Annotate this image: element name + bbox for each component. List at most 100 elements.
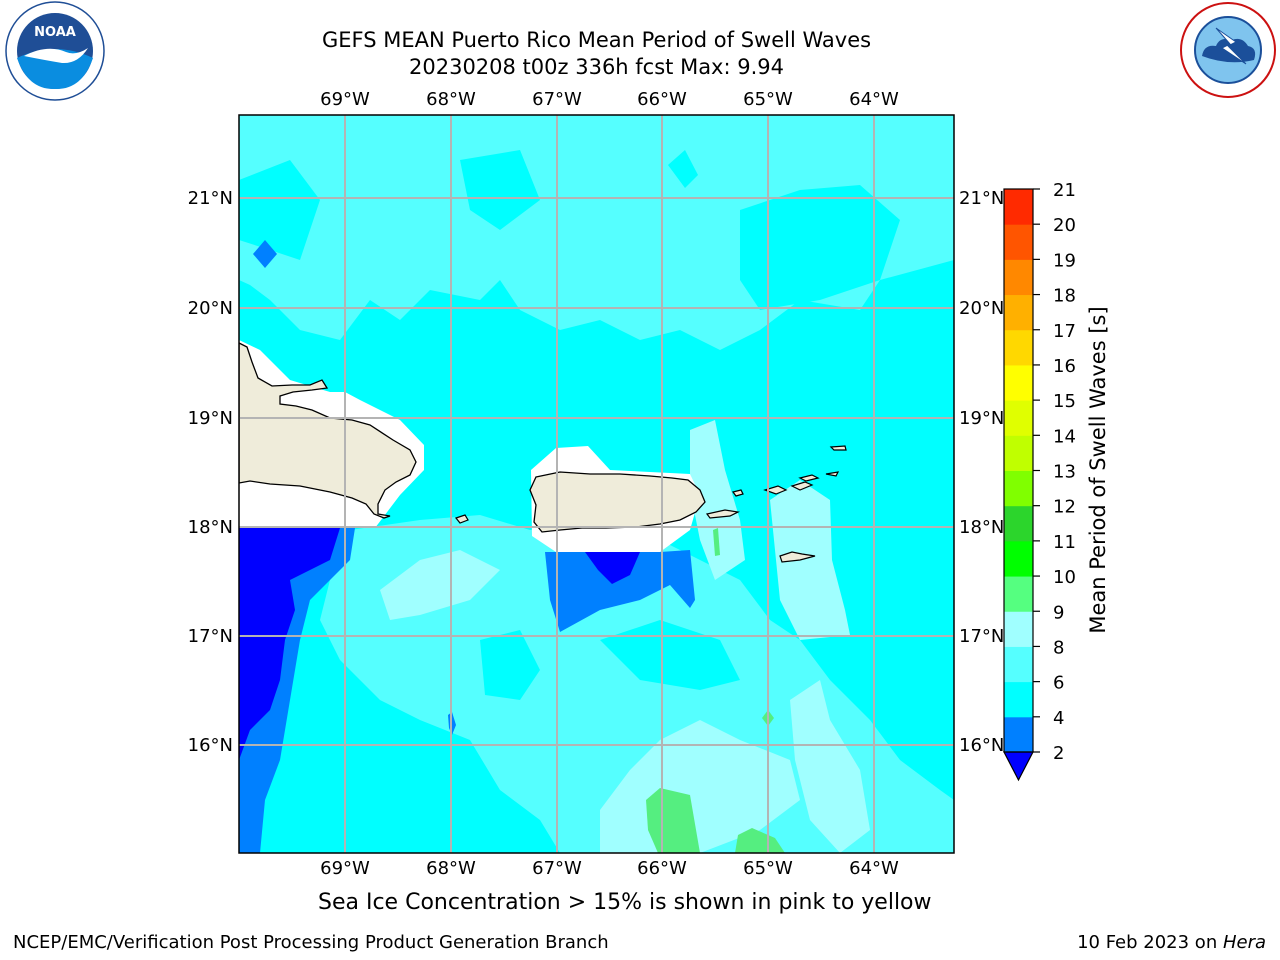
colorbar-tick-label: 14	[1053, 426, 1076, 447]
lon-label-top: 67°W	[532, 89, 582, 110]
lon-label-top: 69°W	[320, 89, 370, 110]
colorbar-segment	[1004, 294, 1033, 331]
lat-label-right: 19°N	[959, 408, 1004, 429]
tortola-land	[798, 474, 820, 482]
contour-fill-4-6	[239, 160, 320, 260]
colorbar-segment	[1004, 611, 1033, 647]
lat-label-right: 17°N	[959, 626, 1004, 647]
contour-fill-8-9	[690, 420, 745, 580]
contour-fill-8-9	[770, 480, 850, 640]
contour-fill-4-6	[460, 150, 540, 230]
contour-fill-4-6	[600, 620, 740, 690]
contour-fill-4-6	[740, 185, 900, 310]
lon-label-bottom: 67°W	[532, 858, 582, 879]
contour-fill-9-10	[646, 788, 700, 853]
colorbar-segment	[1004, 470, 1033, 507]
colorbar-segment	[1004, 646, 1033, 683]
lat-label-right: 21°N	[959, 188, 1004, 209]
colorbar-tick-label: 19	[1053, 250, 1076, 271]
colorbar-tick-label: 15	[1053, 391, 1076, 412]
nws-logo-icon	[1180, 2, 1276, 98]
lat-label-left: 17°N	[188, 626, 233, 647]
hispaniola-land	[239, 342, 417, 519]
graticule	[239, 115, 954, 853]
lon-label-top: 68°W	[426, 89, 476, 110]
virgin-gorda-land	[825, 471, 840, 477]
contour-fill-8-9	[380, 550, 500, 620]
colorbar-tick-label: 4	[1053, 708, 1064, 729]
sea-ice-note: Sea Ice Concentration > 15% is shown in …	[318, 890, 932, 915]
colorbar-tick-label: 2	[1053, 743, 1064, 764]
colorbar-segment	[1004, 364, 1033, 401]
colorbar-segment	[1004, 435, 1033, 471]
colorbar-segment	[1004, 189, 1033, 225]
contour-fill-4-6	[820, 540, 954, 660]
colorbar-tick-label: 10	[1053, 567, 1076, 588]
contour-fill-9-10	[713, 528, 720, 556]
lat-label-right: 20°N	[959, 298, 1004, 319]
st-thomas-land	[763, 485, 788, 495]
lon-label-bottom: 66°W	[637, 858, 687, 879]
st-john-land	[790, 481, 814, 491]
contour-fill-lt2	[585, 552, 640, 584]
plot-area	[239, 115, 954, 853]
lon-label-bottom: 69°W	[320, 858, 370, 879]
colorbar-tick-label: 9	[1053, 602, 1064, 623]
colorbar-segment	[1004, 400, 1033, 436]
colorbar-segment	[1004, 576, 1033, 612]
lon-label-bottom: 64°W	[849, 858, 899, 879]
lat-label-right: 18°N	[959, 517, 1004, 538]
svg-text:NOAA: NOAA	[34, 25, 76, 40]
colorbar-segment	[1004, 224, 1033, 260]
contour-fill-lt2	[239, 528, 340, 760]
lat-label-left: 19°N	[188, 408, 233, 429]
contour-fill-6-8	[320, 515, 954, 853]
contour-fill-4-6	[668, 150, 698, 188]
colorbar-segment	[1004, 505, 1033, 542]
colorbar-label: Mean Period of Swell Waves [s]	[1086, 306, 1110, 633]
colorbar-tick-label: 12	[1053, 497, 1076, 518]
colorbar-tick-label: 17	[1053, 321, 1076, 342]
colorbar-tick-label: 21	[1053, 180, 1076, 201]
footer-branch: NCEP/EMC/Verification Post Processing Pr…	[13, 932, 609, 953]
colorbar-segment	[1004, 540, 1033, 577]
lon-label-top: 65°W	[743, 89, 793, 110]
noaa-logo-icon: NOAA	[5, 1, 105, 101]
plot-frame	[238, 114, 955, 854]
lat-label-right: 16°N	[959, 735, 1004, 756]
contour-fill-4-6	[735, 340, 772, 375]
colorbar-segment	[1004, 259, 1033, 296]
lat-label-left: 16°N	[188, 735, 233, 756]
contour-fill-9-10	[735, 828, 785, 853]
colorbar-segment	[1004, 716, 1033, 753]
colorbar-tick-label: 11	[1053, 532, 1076, 553]
lon-label-bottom: 68°W	[426, 858, 476, 879]
lat-label-left: 20°N	[188, 298, 233, 319]
lon-label-top: 64°W	[849, 89, 899, 110]
small-island-land	[731, 489, 744, 497]
contour-fill-8-9	[790, 680, 870, 853]
footer-date: 10 Feb 2023 on Hera	[1077, 932, 1266, 953]
contour-fill-4-6	[480, 630, 540, 700]
vieques-culebra-land	[705, 509, 740, 519]
colorbar-tick-label: 13	[1053, 462, 1076, 483]
colorbar-tick-label: 16	[1053, 356, 1076, 377]
colorbar-segment	[1004, 329, 1033, 366]
colorbar-under-arrow	[1003, 751, 1034, 782]
footer-date-text: 10 Feb 2023 on	[1077, 932, 1223, 953]
mona-island-land	[454, 514, 469, 524]
colorbar-tick-label: 20	[1053, 215, 1076, 236]
contour-fill-lt4	[545, 550, 695, 632]
chart-subtitle-run: 20230208 t00z 336h fcst Max: 9.94	[409, 55, 784, 79]
anegada-land	[829, 445, 847, 451]
colorbar-tick-label: 6	[1053, 673, 1064, 694]
footer-machine: Hera	[1222, 932, 1266, 953]
contour-fill-4-6	[578, 368, 628, 400]
colorbar-tick-label: 18	[1053, 286, 1076, 307]
contour-fill-4-6	[360, 740, 460, 820]
colorbar-segment	[1004, 681, 1033, 718]
lat-label-left: 21°N	[188, 188, 233, 209]
colorbar-ticks: 2 4 6 8 9 10 11 12 13 14 15 16 17 18 19 20 21	[1033, 180, 1076, 764]
contour-fill-lt4	[253, 240, 277, 268]
